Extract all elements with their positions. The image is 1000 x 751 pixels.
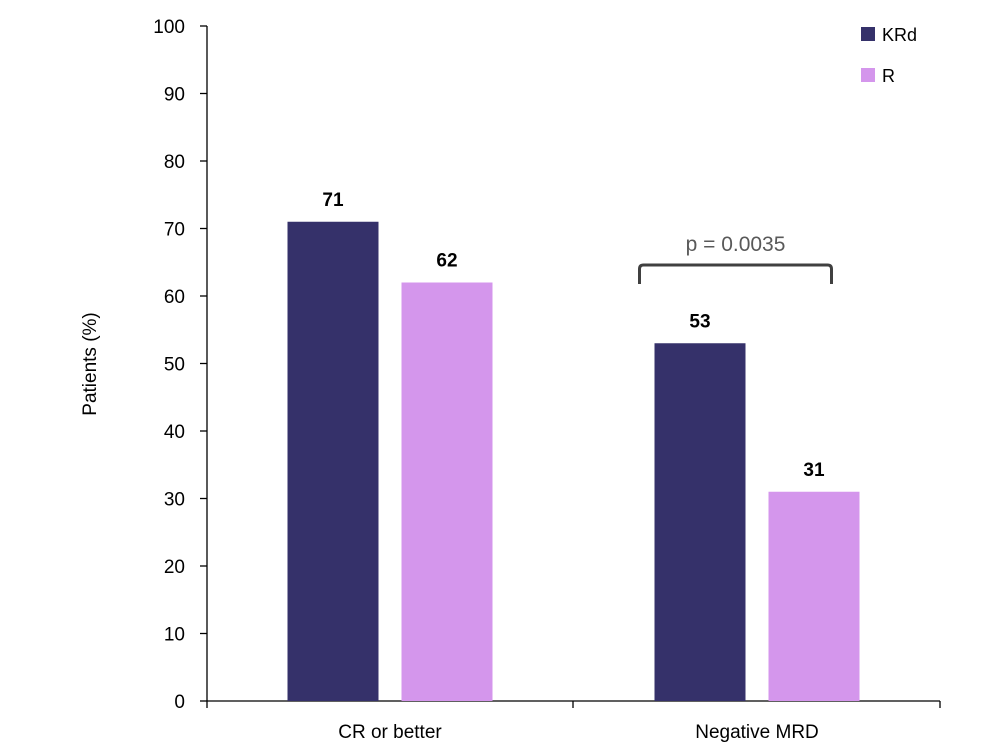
y-tick-label: 80	[164, 152, 185, 173]
y-tick-label: 60	[164, 287, 185, 308]
bars	[287, 221, 860, 701]
data-label: 31	[803, 460, 825, 481]
y-tick-label: 30	[164, 490, 185, 511]
data-label: 53	[689, 311, 710, 332]
y-tick-label: 0	[174, 692, 185, 713]
y-tick-label: 40	[164, 422, 185, 443]
legend-label: R	[882, 66, 895, 86]
legend: KRd R	[861, 25, 917, 86]
bar-r	[768, 491, 860, 701]
y-axis: 0 10 20 30 40 50 60 70 80 90 100	[153, 17, 208, 713]
significance-bracket	[638, 263, 833, 284]
y-tick-label: 10	[164, 625, 185, 646]
p-value-label: p = 0.0035	[686, 233, 786, 256]
x-category-label: Negative MRD	[695, 722, 819, 743]
y-tick-label: 50	[164, 355, 185, 376]
legend-label: KRd	[882, 25, 917, 45]
data-label: 71	[322, 190, 344, 211]
data-labels: 71 62 53 31	[322, 190, 825, 481]
legend-swatch	[861, 27, 875, 41]
bar-krd	[654, 343, 746, 701]
y-tick-label: 70	[164, 220, 185, 241]
y-tick-label: 100	[153, 17, 185, 38]
annotations: p = 0.0035	[638, 233, 833, 284]
y-tick-label: 90	[164, 85, 185, 106]
y-axis-title: Patients (%)	[80, 312, 101, 415]
x-category-label: CR or better	[338, 722, 442, 743]
legend-swatch	[861, 68, 875, 82]
x-axis: CR or better Negative MRD	[206, 700, 941, 743]
data-label: 62	[436, 251, 457, 272]
bar-r	[401, 282, 493, 701]
bar-krd	[287, 221, 379, 701]
y-tick-label: 20	[164, 557, 185, 578]
